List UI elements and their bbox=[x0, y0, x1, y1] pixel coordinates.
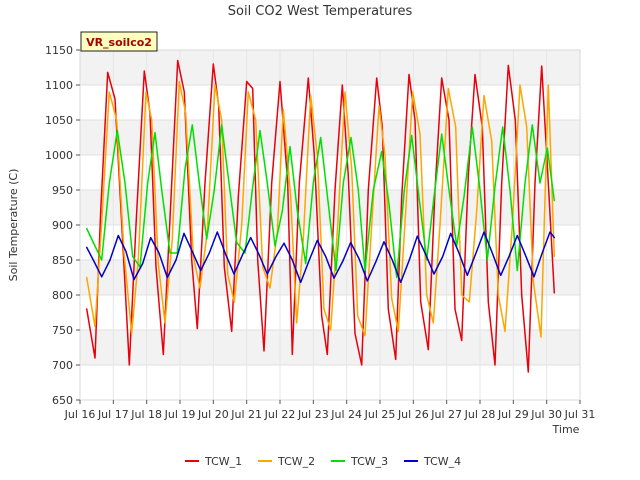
badge-label: VR_soilco2 bbox=[86, 36, 152, 49]
series-line-tcw_1 bbox=[85, 59, 556, 373]
x-tick-label: Jul 16 bbox=[64, 408, 96, 421]
x-tick-label: Jul 25 bbox=[364, 408, 396, 421]
legend-label: TCW_2 bbox=[277, 455, 315, 468]
y-tick-label: 650 bbox=[52, 394, 73, 407]
y-tick-label: 1000 bbox=[45, 149, 73, 162]
legend-label: TCW_4 bbox=[423, 455, 461, 468]
legend-item-tcw_4: TCW_4 bbox=[404, 455, 461, 468]
background-band bbox=[80, 365, 580, 400]
x-tick-label: Jul 21 bbox=[230, 408, 262, 421]
y-tick-label: 1150 bbox=[45, 44, 73, 57]
series-line-tcw_2 bbox=[85, 80, 556, 338]
x-tick-label: Jul 17 bbox=[97, 408, 129, 421]
legend: TCW_1 TCW_2 TCW_3 TCW_4 bbox=[185, 455, 461, 468]
x-tick-label: Jul 23 bbox=[297, 408, 329, 421]
x-tick-label: Jul 22 bbox=[264, 408, 296, 421]
legend-item-tcw_2: TCW_2 bbox=[258, 455, 315, 468]
background-band bbox=[80, 85, 580, 120]
y-tick-label: 850 bbox=[52, 254, 73, 267]
chart-title: Soil CO2 West Temperatures bbox=[228, 4, 413, 19]
y-tick-label: 1050 bbox=[45, 114, 73, 127]
x-axis-label: Time bbox=[552, 423, 580, 436]
x-tick-label: Jul 28 bbox=[464, 408, 496, 421]
background-band bbox=[80, 50, 580, 85]
y-tick-label: 1100 bbox=[45, 79, 73, 92]
x-tick-label: Jul 30 bbox=[530, 408, 562, 421]
legend-label: TCW_3 bbox=[350, 455, 388, 468]
y-tick-label: 800 bbox=[52, 289, 73, 302]
series-line-tcw_3 bbox=[85, 124, 556, 279]
x-tick-label: Jul 19 bbox=[164, 408, 196, 421]
chart-badge: VR_soilco2 bbox=[80, 31, 158, 52]
x-tick-label: Jul 26 bbox=[397, 408, 429, 421]
series-line-tcw_4 bbox=[85, 231, 556, 284]
x-tick-label: Jul 20 bbox=[197, 408, 229, 421]
legend-label: TCW_1 bbox=[204, 455, 242, 468]
legend-item-tcw_1: TCW_1 bbox=[185, 455, 242, 468]
y-axis-label: Soil Temperature (C) bbox=[7, 169, 20, 282]
x-tick-label: Jul 18 bbox=[130, 408, 162, 421]
x-axis: Jul 16 Jul 17 Jul 18 Jul 19 Jul 20 Jul 21 Jul … bbox=[64, 400, 596, 421]
x-tick-label: Jul 24 bbox=[330, 408, 362, 421]
x-tick-label: Jul 27 bbox=[430, 408, 462, 421]
y-tick-label: 750 bbox=[52, 324, 73, 337]
y-tick-label: 950 bbox=[52, 184, 73, 197]
y-tick-label: 900 bbox=[52, 219, 73, 232]
legend-item-tcw_3: TCW_3 bbox=[331, 455, 388, 468]
y-tick-label: 700 bbox=[52, 359, 73, 372]
background-band bbox=[80, 120, 580, 155]
x-tick-label: Jul 29 bbox=[497, 408, 529, 421]
x-tick-label: Jul 31 bbox=[564, 408, 596, 421]
badge-box bbox=[80, 31, 158, 52]
series-lines bbox=[85, 59, 556, 373]
background-band bbox=[80, 330, 580, 365]
y-axis: 650 700 750 800 850 900 950 1000 1050 1100 1150 bbox=[45, 44, 80, 407]
